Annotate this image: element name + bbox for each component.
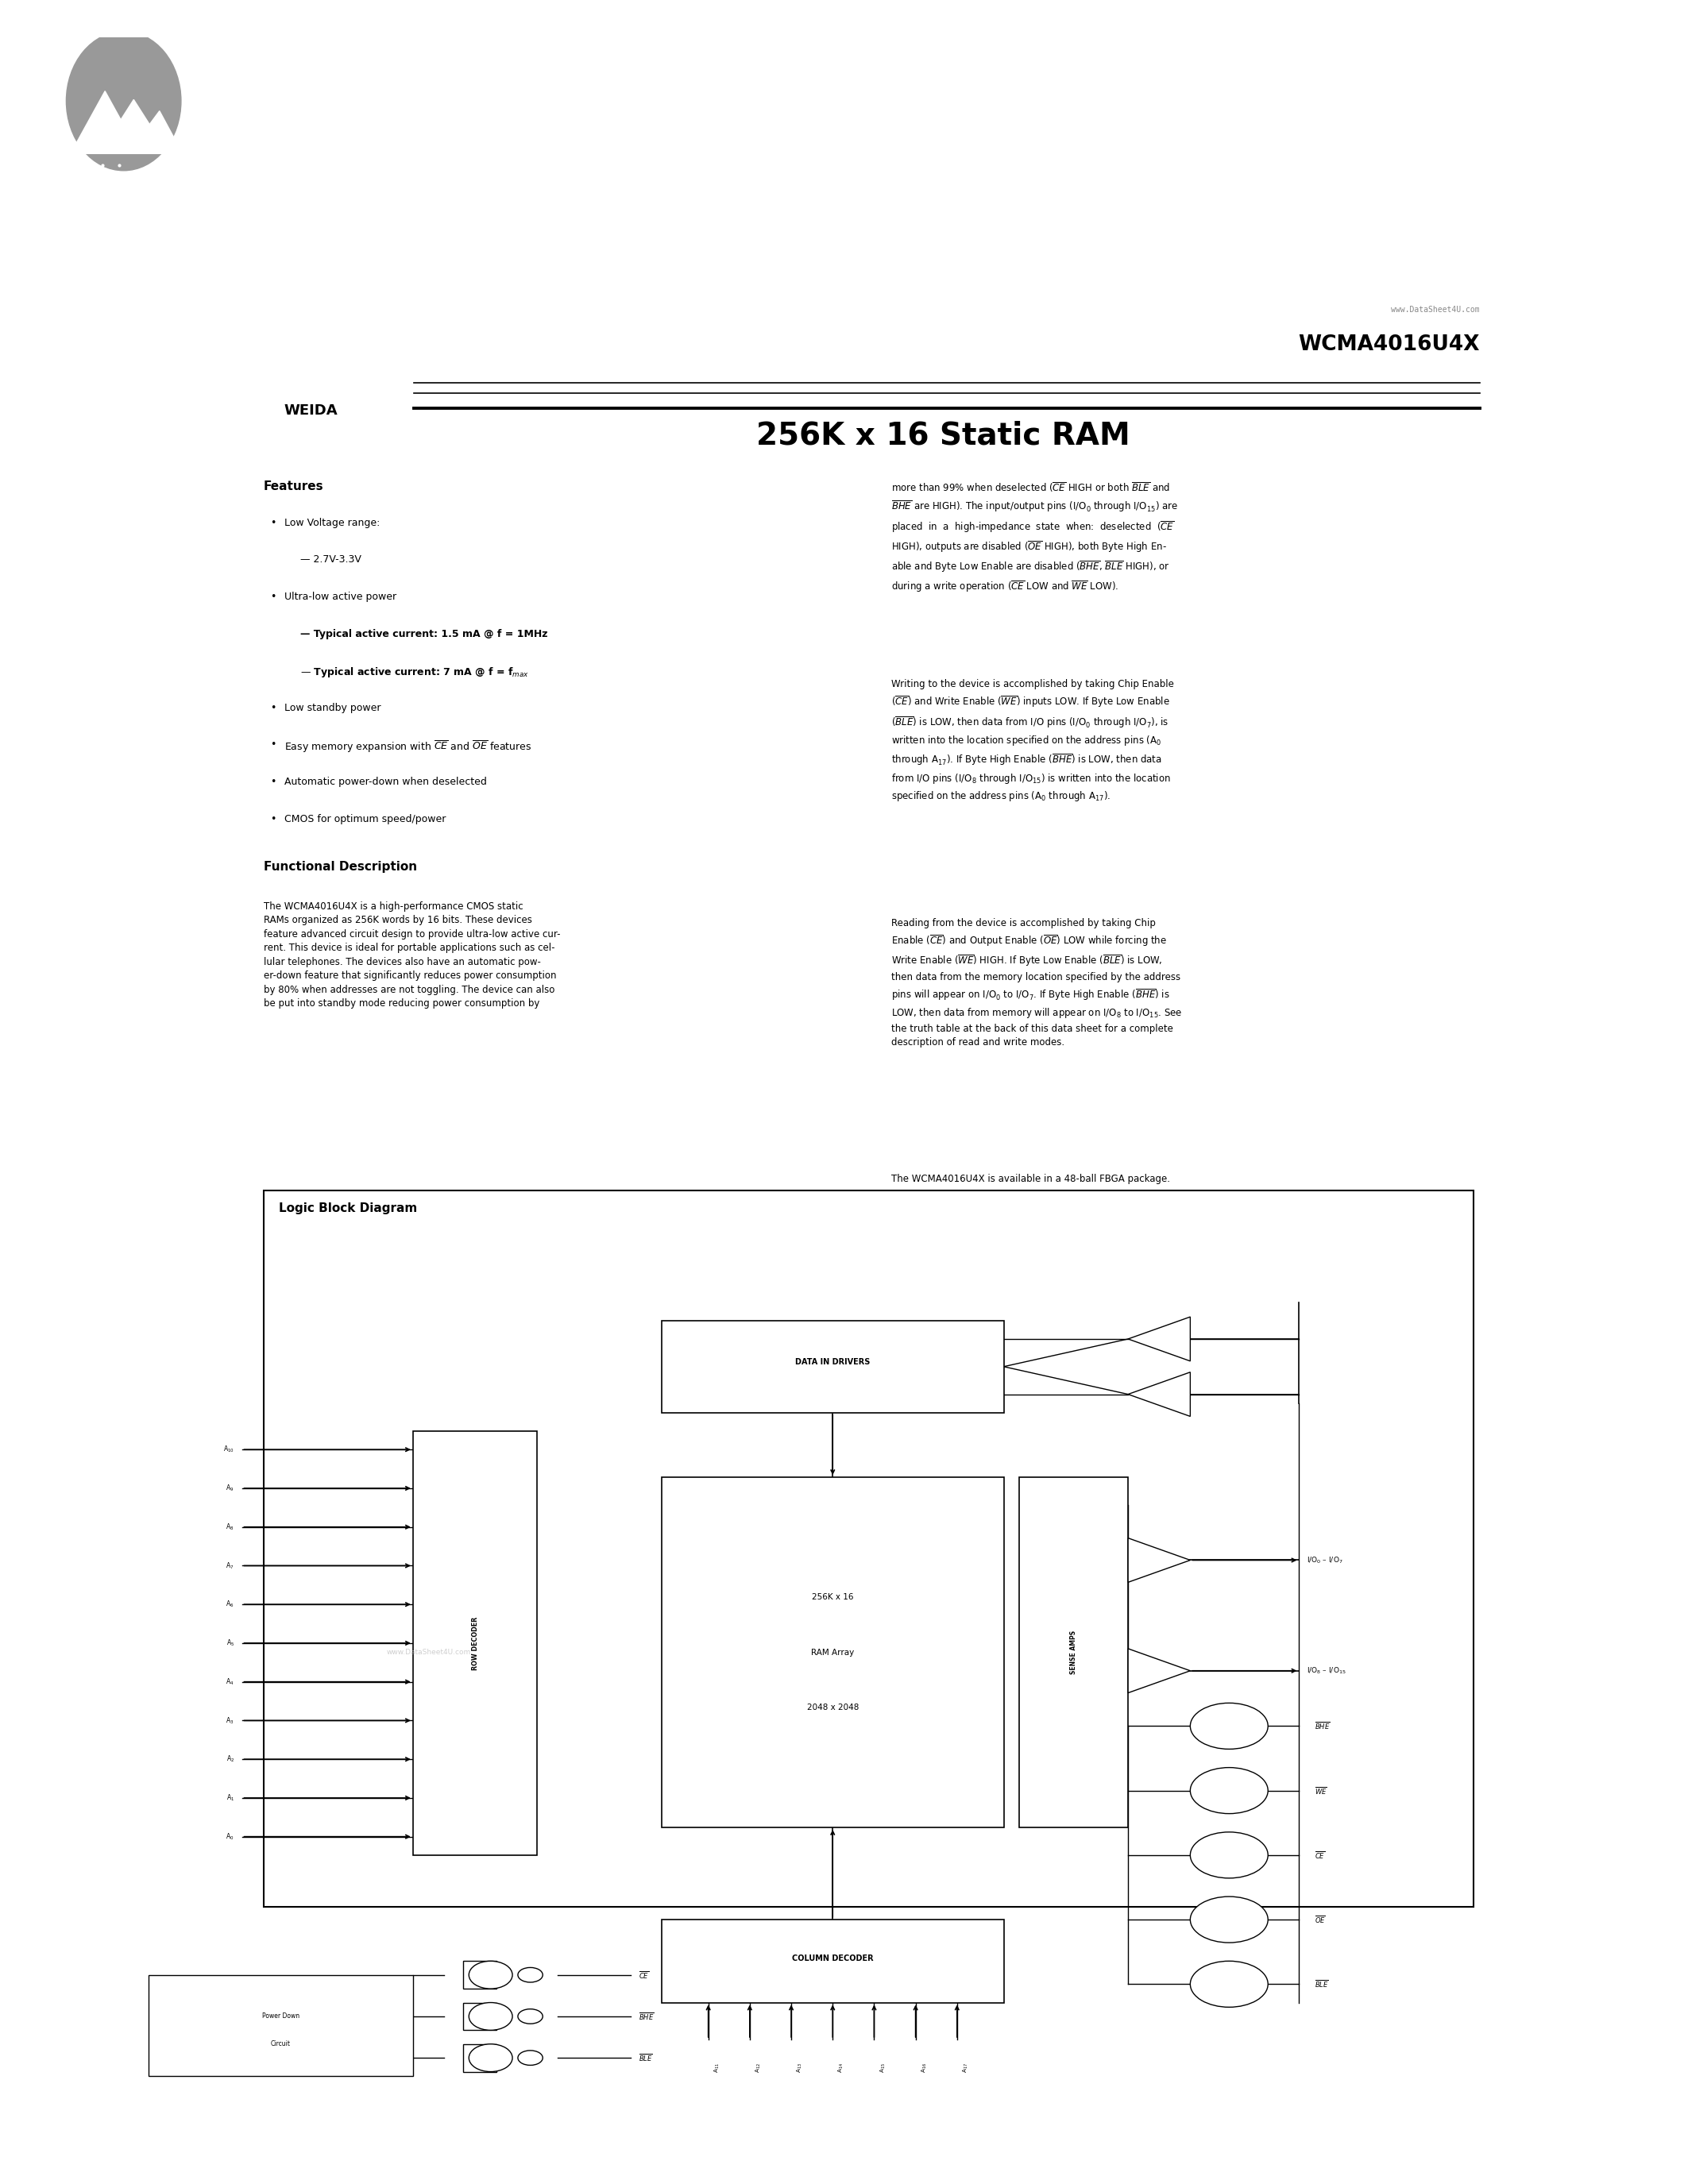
Circle shape	[1190, 1896, 1268, 1942]
Text: A$_1$: A$_1$	[226, 1793, 235, 1804]
Text: www.DataSheet4U.com: www.DataSheet4U.com	[1391, 306, 1480, 314]
Text: Logic Block Diagram: Logic Block Diagram	[279, 1201, 417, 1214]
Ellipse shape	[66, 31, 181, 170]
Text: A$_7$: A$_7$	[226, 1562, 235, 1570]
Text: WEIDA: WEIDA	[284, 404, 338, 417]
Text: 256K x 16: 256K x 16	[812, 1592, 854, 1601]
Text: The WCMA4016U4X is a high-performance CMOS static
RAMs organized as 256K words b: The WCMA4016U4X is a high-performance CM…	[263, 902, 560, 1009]
Text: I/O$_0$ – I/O$_7$: I/O$_0$ – I/O$_7$	[1307, 1555, 1344, 1566]
Circle shape	[1190, 1767, 1268, 1813]
FancyBboxPatch shape	[263, 1190, 1474, 1907]
Text: A$_{17}$: A$_{17}$	[962, 2062, 971, 2073]
Circle shape	[518, 1968, 544, 1983]
Text: ROW DECODER: ROW DECODER	[471, 1616, 479, 1671]
Text: A$_9$: A$_9$	[226, 1483, 235, 1494]
Text: — Typical active current: 7 mA @ f = f$_{max}$: — Typical active current: 7 mA @ f = f$_…	[300, 666, 528, 679]
Text: CMOS for optimum speed/power: CMOS for optimum speed/power	[284, 815, 446, 823]
Text: A$_{15}$: A$_{15}$	[879, 2062, 886, 2073]
Ellipse shape	[469, 1961, 513, 1990]
Text: COLUMN DECODER: COLUMN DECODER	[792, 1955, 873, 1961]
Text: Low Voltage range:: Low Voltage range:	[284, 518, 380, 529]
Text: A$_{16}$: A$_{16}$	[920, 2062, 928, 2073]
FancyBboxPatch shape	[662, 1321, 1004, 1413]
Text: A$_2$: A$_2$	[226, 1754, 235, 1765]
Circle shape	[518, 2009, 544, 2025]
Text: SENSE AMPS: SENSE AMPS	[1070, 1631, 1077, 1675]
Polygon shape	[71, 92, 140, 153]
Text: $\overline{BLE}$: $\overline{BLE}$	[1315, 1979, 1328, 1990]
Text: A$_{11}$: A$_{11}$	[712, 2062, 721, 2073]
Text: Circuit: Circuit	[270, 2040, 290, 2049]
Text: A$_6$: A$_6$	[226, 1599, 235, 1610]
Text: 2048 x 2048: 2048 x 2048	[807, 1704, 859, 1712]
Text: $\overline{BLE}$: $\overline{BLE}$	[638, 2053, 652, 2064]
Polygon shape	[100, 100, 169, 153]
Polygon shape	[1128, 1372, 1190, 1417]
Text: •: •	[270, 592, 275, 603]
Text: A$_{13}$: A$_{13}$	[795, 2062, 803, 2073]
Ellipse shape	[469, 2003, 513, 2031]
Text: •: •	[270, 703, 275, 712]
FancyBboxPatch shape	[1020, 1476, 1128, 1828]
Polygon shape	[128, 111, 182, 153]
Text: •: •	[270, 740, 275, 749]
FancyBboxPatch shape	[464, 2044, 496, 2073]
Text: A$_3$: A$_3$	[226, 1717, 235, 1725]
Text: Reading from the device is accomplished by taking Chip
Enable ($\overline{CE}$) : Reading from the device is accomplished …	[891, 917, 1182, 1048]
Text: more than 99% when deselected ($\overline{CE}$ HIGH or both $\overline{BLE}$ and: more than 99% when deselected ($\overlin…	[891, 480, 1178, 594]
Text: A$_8$: A$_8$	[226, 1522, 235, 1531]
FancyBboxPatch shape	[414, 1431, 537, 1854]
Ellipse shape	[469, 2044, 513, 2073]
Text: Writing to the device is accomplished by taking Chip Enable
($\overline{CE}$) an: Writing to the device is accomplished by…	[891, 679, 1173, 804]
Text: The WCMA4016U4X is available in a 48-ball FBGA package.: The WCMA4016U4X is available in a 48-bal…	[891, 1173, 1170, 1184]
Text: I/O$_8$ – I/O$_{15}$: I/O$_8$ – I/O$_{15}$	[1307, 1666, 1347, 1675]
FancyBboxPatch shape	[662, 1920, 1004, 2003]
FancyBboxPatch shape	[149, 1974, 414, 2077]
Text: A$_5$: A$_5$	[226, 1638, 235, 1649]
Text: www.DataSheet4U.com: www.DataSheet4U.com	[387, 1649, 471, 1655]
Text: WCMA4016U4X: WCMA4016U4X	[1298, 334, 1480, 356]
Text: DATA IN DRIVERS: DATA IN DRIVERS	[795, 1358, 869, 1365]
Text: A$_{14}$: A$_{14}$	[837, 2062, 846, 2073]
Text: Low standby power: Low standby power	[284, 703, 381, 712]
Circle shape	[1190, 1704, 1268, 1749]
Text: RAM Array: RAM Array	[812, 1649, 854, 1655]
FancyBboxPatch shape	[464, 1961, 496, 1990]
Text: Automatic power-down when deselected: Automatic power-down when deselected	[284, 778, 486, 786]
Text: •: •	[270, 815, 275, 823]
Text: A$_0$: A$_0$	[226, 1832, 235, 1841]
Text: Easy memory expansion with $\overline{CE}$ and $\overline{OE}$ features: Easy memory expansion with $\overline{CE…	[284, 740, 532, 756]
Circle shape	[518, 2051, 544, 2066]
Text: A$_{12}$: A$_{12}$	[755, 2062, 763, 2073]
Text: $\overline{BHE}$: $\overline{BHE}$	[1315, 1721, 1330, 1732]
Text: $\overline{CE}$: $\overline{CE}$	[638, 1970, 648, 1981]
Text: Ultra-low active power: Ultra-low active power	[284, 592, 397, 603]
Text: $\overline{WE}$: $\overline{WE}$	[1315, 1784, 1327, 1795]
Text: Features: Features	[263, 480, 324, 494]
Text: $\overline{OE}$: $\overline{OE}$	[1315, 1913, 1325, 1924]
Text: $\overline{BHE}$: $\overline{BHE}$	[638, 2011, 653, 2022]
Text: •: •	[270, 778, 275, 786]
Text: A$_4$: A$_4$	[226, 1677, 235, 1686]
Circle shape	[1190, 1832, 1268, 1878]
Text: Functional Description: Functional Description	[263, 860, 417, 874]
FancyBboxPatch shape	[464, 2003, 496, 2031]
Text: 256K x 16 Static RAM: 256K x 16 Static RAM	[756, 419, 1131, 450]
Text: •: •	[270, 518, 275, 529]
Text: A$_{10}$: A$_{10}$	[223, 1444, 235, 1455]
Polygon shape	[1128, 1317, 1190, 1361]
Polygon shape	[1128, 1538, 1190, 1581]
Text: $\overline{CE}$: $\overline{CE}$	[1315, 1850, 1325, 1861]
FancyBboxPatch shape	[662, 1476, 1004, 1828]
Text: — Typical active current: 1.5 mA @ f = 1MHz: — Typical active current: 1.5 mA @ f = 1…	[300, 629, 547, 640]
Polygon shape	[1128, 1649, 1190, 1693]
Text: Power Down: Power Down	[262, 2014, 299, 2020]
Text: — 2.7V-3.3V: — 2.7V-3.3V	[300, 555, 361, 566]
Circle shape	[1190, 1961, 1268, 2007]
